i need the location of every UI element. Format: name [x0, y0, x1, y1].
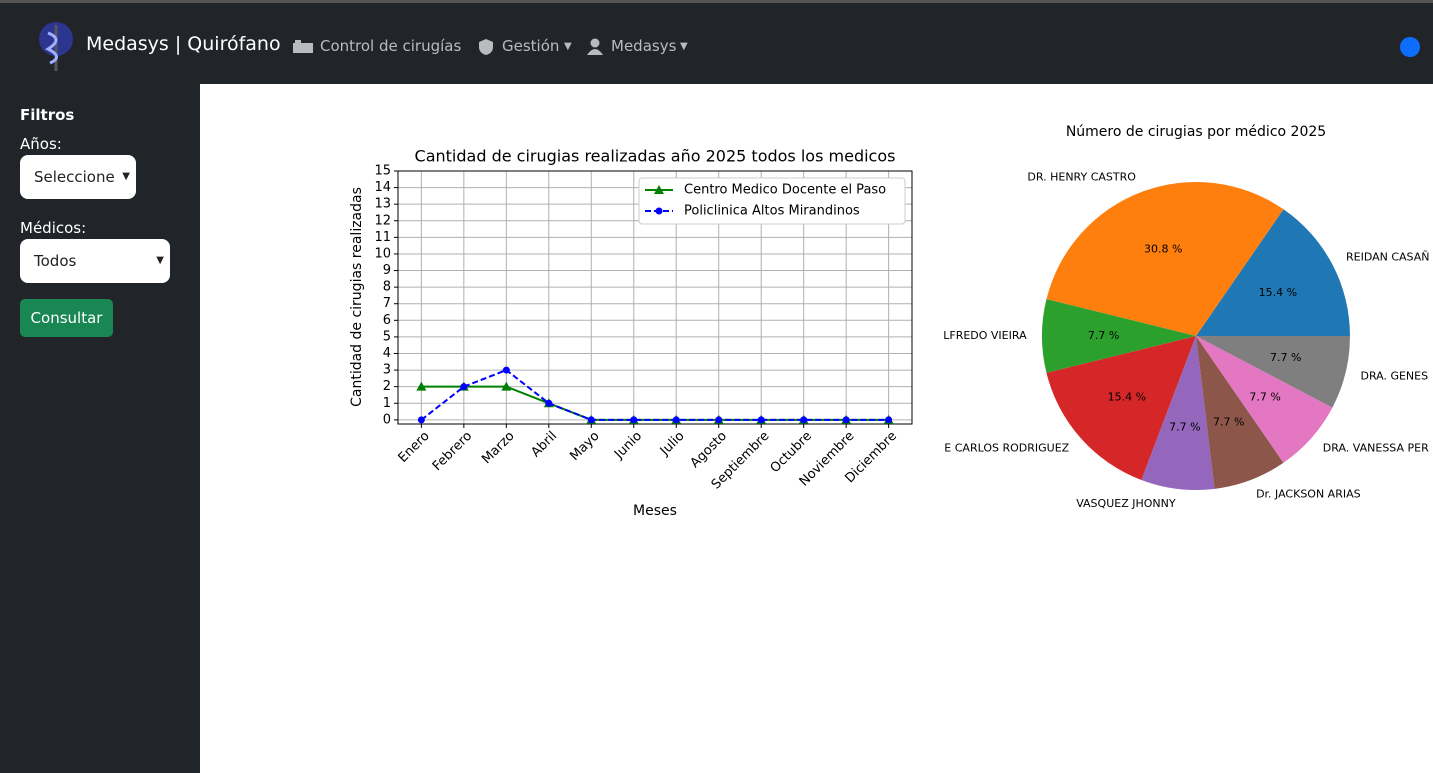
- y-tick-label: 12: [374, 213, 391, 228]
- y-tick-label: 6: [383, 313, 391, 328]
- x-tick-label: Febrero: [430, 429, 475, 474]
- caret: ▼: [564, 41, 572, 52]
- x-tick-label: Abril: [528, 429, 560, 461]
- marker: [460, 383, 467, 390]
- marker: [588, 416, 595, 423]
- marker: [885, 416, 892, 423]
- slice-value: 15.4 %: [1108, 390, 1146, 403]
- nav-dropdown[interactable]: Gestión: [502, 37, 559, 55]
- marker: [418, 416, 425, 423]
- select-value: Seleccione: [34, 168, 115, 186]
- marker: [545, 400, 552, 407]
- y-tick-label: 7: [383, 296, 391, 311]
- marker: [843, 416, 850, 423]
- series-line: [421, 370, 888, 420]
- status-dot: [1399, 36, 1421, 58]
- x-tick-label: Junio: [611, 429, 645, 463]
- y-tick-label: 9: [383, 263, 391, 278]
- navbar: Medasys | Quirófano Control de cirugías …: [0, 0, 1433, 84]
- slice-value: 30.8 %: [1144, 243, 1182, 256]
- marker: [715, 416, 722, 423]
- slice-value: 7.7 %: [1169, 421, 1200, 434]
- select[interactable]: Todos▼: [20, 239, 170, 283]
- slice-value: 7.7 %: [1088, 329, 1119, 342]
- filter-title: Filtros: [20, 106, 74, 124]
- y-tick-label: 0: [383, 412, 391, 427]
- field-label: Médicos:: [20, 219, 86, 237]
- select-value: Todos: [34, 252, 76, 270]
- y-tick-label: 13: [374, 197, 391, 212]
- slice-label: Dr. JACKSON ARIAS: [1256, 487, 1361, 500]
- y-tick-label: 10: [374, 246, 391, 261]
- y-axis-label: Cantidad de cirugias realizadas: [349, 187, 365, 407]
- nav-link[interactable]: Control de cirugías: [320, 37, 461, 55]
- y-tick-label: 1: [383, 396, 391, 411]
- slice-label: LFREDO VIEIRA: [943, 329, 1027, 342]
- legend-marker: [656, 208, 663, 215]
- marker: [503, 367, 510, 374]
- legend-label: Policlinica Altos Mirandinos: [684, 204, 860, 219]
- marker: [630, 416, 637, 423]
- y-tick-label: 3: [383, 363, 391, 378]
- slice-label: DR. HENRY CASTRO: [1027, 171, 1136, 184]
- button[interactable]: Consultar: [20, 299, 113, 337]
- logo: [36, 17, 76, 73]
- brand[interactable]: Medasys | Quirófano: [86, 33, 281, 55]
- slice-value: 7.7 %: [1270, 351, 1301, 364]
- x-tick-label: Julio: [657, 429, 688, 460]
- x-tick-label: Mayo: [567, 429, 602, 464]
- marker: [673, 416, 680, 423]
- x-tick-label: Marzo: [479, 429, 517, 467]
- chart-title: Número de cirugias por médico 2025: [1066, 124, 1326, 140]
- icon: [478, 38, 494, 56]
- select[interactable]: Seleccione▼: [20, 155, 136, 199]
- slice-label: DRA. VANESSA PER: [1323, 441, 1429, 454]
- slice-label: REIDAN CASAÑ: [1346, 250, 1430, 263]
- y-tick-label: 15: [374, 164, 391, 179]
- slice-value: 15.4 %: [1259, 286, 1297, 299]
- charts: Cantidad de cirugias realizadas año 2025…: [200, 84, 1433, 773]
- x-tick-label: Agosto: [688, 429, 730, 471]
- chart-title: Cantidad de cirugias realizadas año 2025…: [415, 147, 896, 166]
- y-tick-label: 2: [383, 379, 391, 394]
- slice-label: E CARLOS RODRIGUEZ: [944, 441, 1069, 454]
- marker: [800, 416, 807, 423]
- y-tick-label: 11: [374, 230, 391, 245]
- slice-label: VASQUEZ JHONNY: [1076, 497, 1176, 510]
- icon: [587, 38, 603, 56]
- field-label: Años:: [20, 135, 62, 153]
- x-axis-label: Meses: [633, 503, 677, 519]
- y-tick-label: 14: [374, 180, 391, 195]
- marker: [758, 416, 765, 423]
- slice-value: 7.7 %: [1213, 415, 1244, 428]
- caret: ▼: [680, 41, 688, 52]
- icon: [292, 39, 314, 55]
- sidebar: Filtros Años: Seleccione▼ Médicos: Todos…: [0, 84, 200, 773]
- slice-label: DRA. GENES: [1360, 370, 1428, 383]
- slice-value: 7.7 %: [1249, 390, 1280, 403]
- y-tick-label: 8: [383, 280, 391, 295]
- y-tick-label: 4: [383, 346, 391, 361]
- legend-label: Centro Medico Docente el Paso: [684, 183, 886, 198]
- y-tick-label: 5: [383, 329, 391, 344]
- x-tick-label: Enero: [396, 429, 433, 466]
- pie: REIDAN CASAÑ 15.4 % DR. HENRY CASTRO 30.8 %…: [943, 171, 1429, 511]
- nav-dropdown[interactable]: Medasys: [611, 37, 676, 55]
